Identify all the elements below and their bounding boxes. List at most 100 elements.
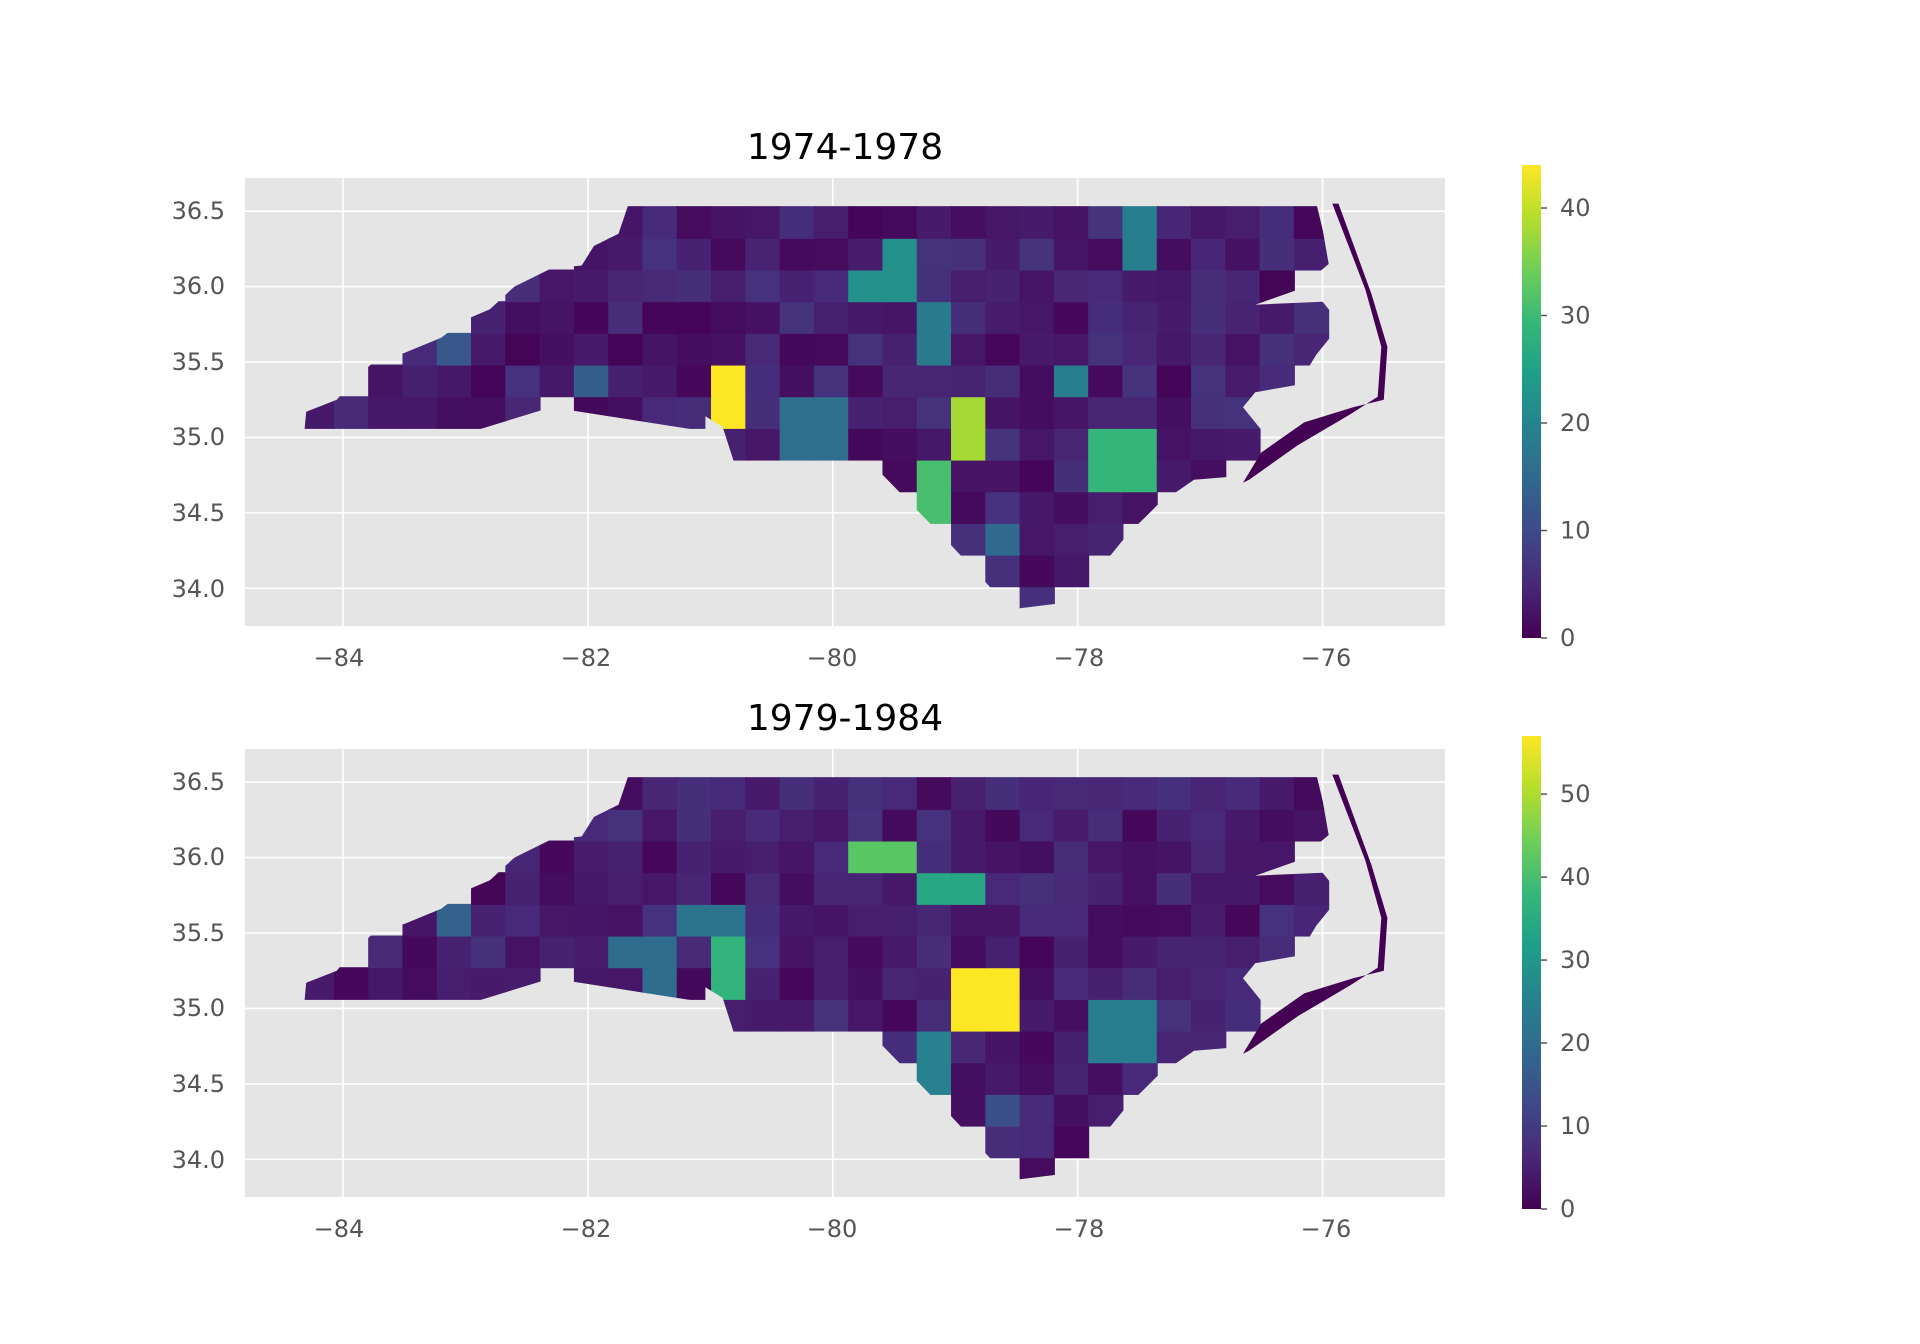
outer-banks (1243, 774, 1388, 1054)
county-cell (1053, 269, 1090, 303)
county-cell (985, 554, 1021, 588)
county-cell (1259, 301, 1295, 334)
county-cell (1053, 1062, 1090, 1095)
x-tick-label: −78 (1054, 644, 1105, 672)
county-cell (1088, 364, 1124, 398)
county-cell (813, 427, 850, 461)
county-cell (676, 808, 713, 842)
county-cell (882, 396, 918, 429)
county-cell (1122, 301, 1158, 334)
county-cell (676, 903, 713, 937)
county-cell (813, 396, 850, 429)
county-cell (1053, 522, 1090, 556)
county-cell (1191, 967, 1227, 1000)
county-cell (779, 269, 815, 303)
county-cell (642, 903, 678, 937)
county-cell (882, 364, 918, 398)
county-cell (1225, 427, 1261, 461)
county-cell (1225, 903, 1261, 937)
county-cell (745, 903, 781, 937)
county-cell (1019, 491, 1055, 524)
x-tick-label: −84 (314, 1215, 365, 1243)
county-cell (1019, 840, 1055, 874)
county-cell (813, 269, 850, 303)
y-tick-label: 34.5 (172, 499, 225, 527)
county-cell (745, 332, 781, 366)
county-cell (436, 935, 473, 969)
county-cell (745, 872, 781, 905)
county-cell (1259, 872, 1295, 905)
county-cell (1293, 301, 1330, 334)
county-cell (608, 808, 644, 842)
county-cell (1156, 808, 1193, 842)
county-cell (642, 237, 678, 271)
county-cell (1122, 903, 1158, 937)
county-cell (711, 269, 747, 303)
county-cell (1191, 998, 1227, 1032)
county-cell (505, 872, 541, 905)
county-cell (882, 967, 918, 1000)
county-cell (505, 364, 541, 398)
x-tick-label: −76 (1301, 1215, 1352, 1243)
county-cell (951, 269, 987, 303)
county-cell (1191, 332, 1227, 366)
county-cell (1019, 808, 1055, 842)
county-cell (676, 777, 713, 810)
county-cell (848, 396, 884, 429)
county-cell (916, 840, 953, 874)
county-cell (642, 332, 678, 366)
county-cell (711, 872, 747, 905)
county-cell (951, 808, 987, 842)
county-cell (848, 998, 884, 1032)
county-cell (985, 1093, 1021, 1127)
county-cell (916, 1030, 953, 1064)
county-cell (779, 808, 815, 842)
county-cell (642, 206, 678, 239)
county-cell (848, 364, 884, 398)
county-cell (711, 237, 747, 271)
county-cell (573, 269, 610, 303)
county-cell (745, 808, 781, 842)
county-cell (916, 206, 953, 239)
county-cell (1053, 396, 1090, 429)
county-cell (1088, 808, 1124, 842)
county-cell (711, 364, 747, 398)
county-cell (1088, 967, 1124, 1000)
county-cell (916, 237, 953, 271)
county-cell (1088, 332, 1124, 366)
y-tick-label: 36.5 (172, 197, 225, 225)
county-cell (402, 364, 438, 398)
county-cell (813, 237, 850, 271)
county-cell (813, 206, 850, 239)
county-cell (985, 364, 1021, 398)
county-cell (676, 332, 713, 366)
county-cell (916, 269, 953, 303)
county-cell (985, 967, 1021, 1000)
county-cell (1053, 332, 1090, 366)
county-cell (1191, 301, 1227, 334)
county-cell (916, 872, 953, 905)
county-cell (1088, 491, 1124, 524)
county-cell (951, 237, 987, 271)
county-cell (1088, 427, 1124, 461)
county-cell (985, 777, 1021, 810)
county-cell (1122, 967, 1158, 1000)
colorbar-tick-label: 40 (1560, 863, 1591, 891)
county-cell (985, 269, 1021, 303)
county-cell (1156, 967, 1193, 1000)
county-cell (1122, 459, 1158, 493)
county-cell (779, 998, 815, 1032)
county-cell (745, 396, 781, 429)
county-cell (1156, 364, 1193, 398)
county-cell (1019, 301, 1055, 334)
county-cell (1019, 1125, 1055, 1159)
county-cell (848, 777, 884, 810)
county-cell (1122, 872, 1158, 905)
county-cell (1225, 206, 1261, 239)
county-cell (985, 903, 1021, 937)
county-cell (1259, 237, 1295, 271)
county-cell (1122, 427, 1158, 461)
county-cell (1053, 967, 1090, 1000)
county-cell (642, 269, 678, 303)
y-tick-label: 36.0 (172, 272, 225, 300)
